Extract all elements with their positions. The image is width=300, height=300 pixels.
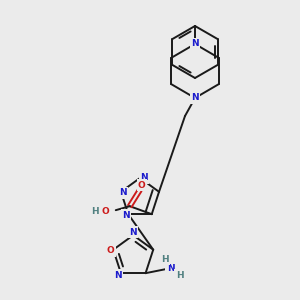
- Text: N: N: [167, 264, 174, 273]
- Text: N: N: [191, 94, 199, 103]
- Text: H: H: [91, 207, 99, 216]
- Text: H: H: [161, 255, 168, 264]
- Text: N: N: [122, 211, 130, 220]
- Text: N: N: [129, 228, 137, 237]
- Text: N: N: [140, 173, 148, 182]
- Text: O: O: [138, 181, 146, 190]
- Text: H: H: [176, 271, 183, 280]
- Text: N: N: [119, 188, 127, 197]
- Text: N: N: [114, 271, 122, 280]
- Text: O: O: [106, 246, 114, 255]
- Text: N: N: [191, 40, 199, 49]
- Text: O: O: [102, 207, 110, 216]
